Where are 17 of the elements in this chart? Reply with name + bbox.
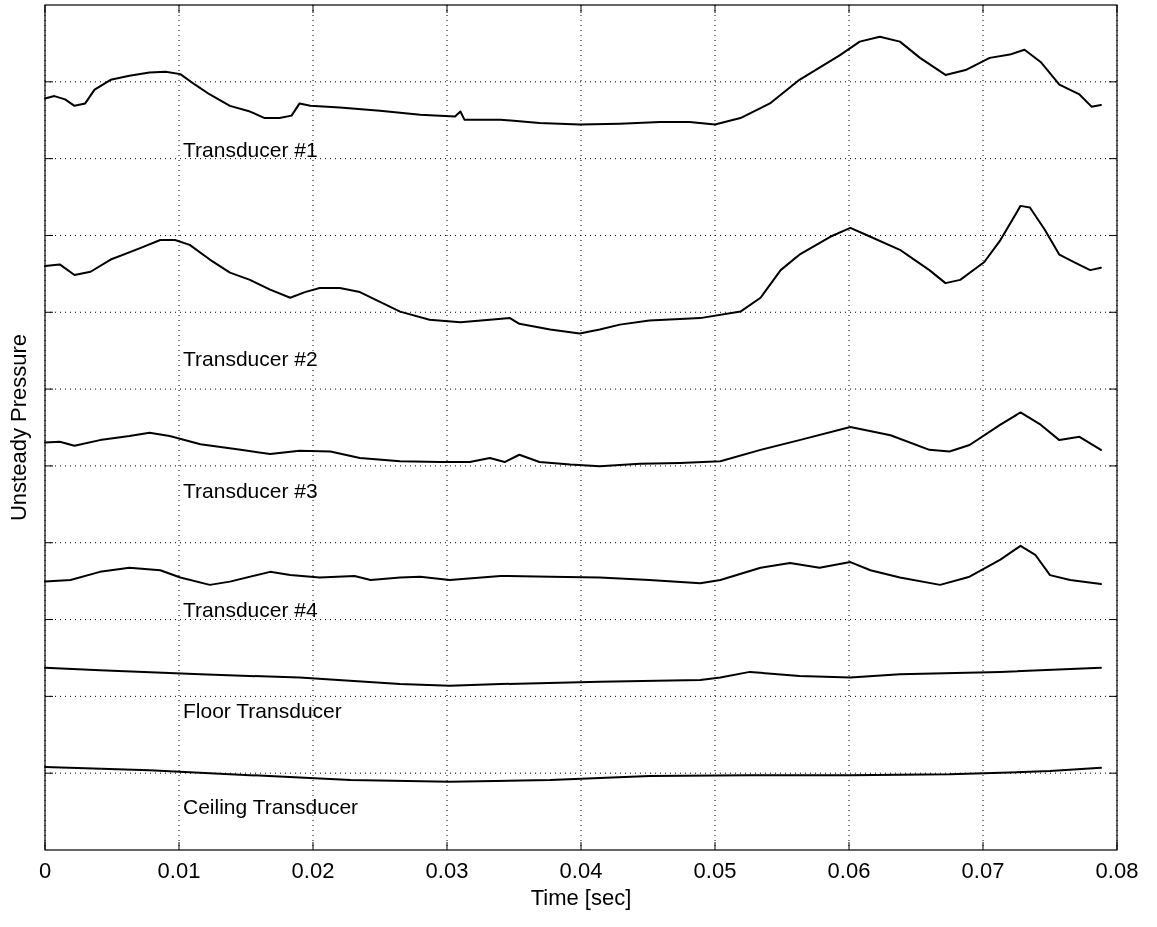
x-tick-label: 0 xyxy=(38,858,52,883)
x-axis-title: Time [sec] xyxy=(530,885,632,910)
x-tick-label: 0.07 xyxy=(961,858,1005,883)
series-label: Transducer #4 xyxy=(183,597,318,621)
x-tick-label: 0.01 xyxy=(157,858,201,883)
x-tick-label: 0.06 xyxy=(827,858,871,883)
x-tick-label: 0.05 xyxy=(693,858,737,883)
series-label: Floor Transducer xyxy=(183,698,342,722)
x-tick-label: 0.08 xyxy=(1095,858,1139,883)
series-label: Ceiling Transducer xyxy=(183,794,359,818)
x-tick-label: 0.02 xyxy=(291,858,335,883)
y-axis-title: Unsteady Pressure xyxy=(6,333,31,522)
text: Transducer #2 xyxy=(183,346,318,370)
series-label: Transducer #1 xyxy=(183,137,318,161)
x-tick-label: 0.04 xyxy=(559,858,603,883)
x-tick-label: 0.03 xyxy=(425,858,469,883)
series-label: Transducer #3 xyxy=(183,479,318,503)
